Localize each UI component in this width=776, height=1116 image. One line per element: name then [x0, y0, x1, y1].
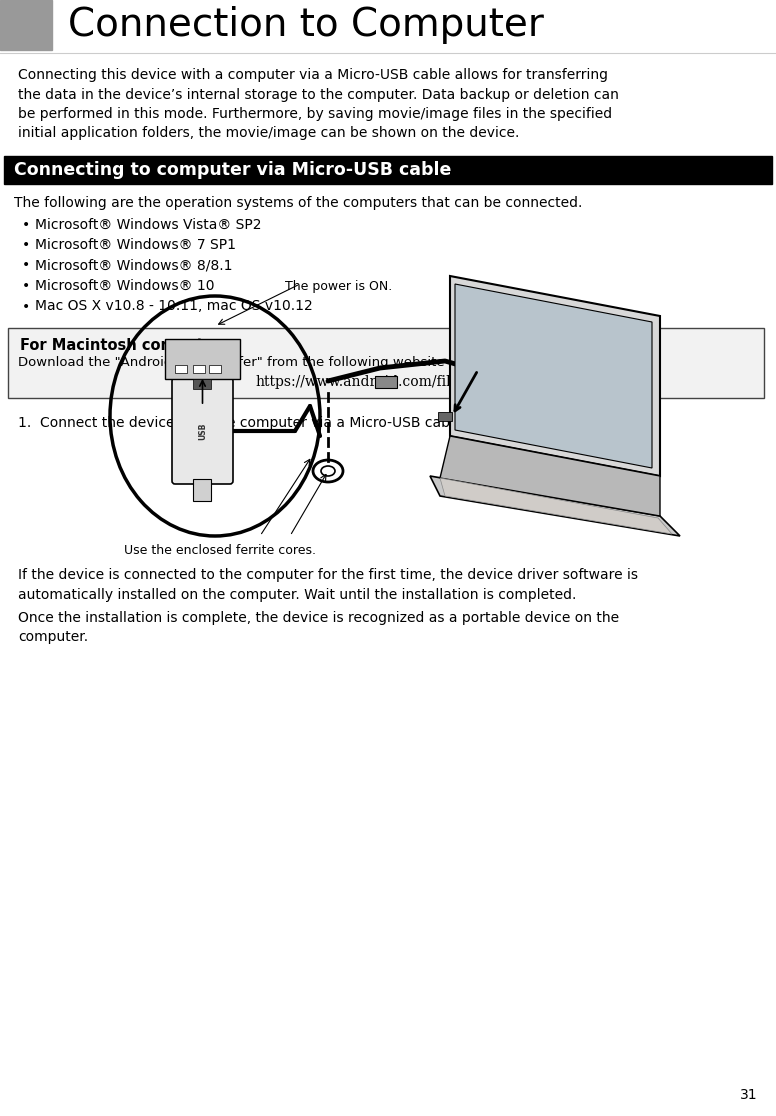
Bar	[193, 479, 211, 501]
Text: 31: 31	[740, 1088, 758, 1101]
Bar	[0, 0, 52, 50]
Text: Use the enclosed ferrite cores.: Use the enclosed ferrite cores.	[124, 543, 316, 557]
Text: For Macintosh computers,: For Macintosh computers,	[20, 338, 235, 353]
Text: •: •	[22, 259, 30, 272]
Text: USB: USB	[198, 422, 207, 440]
Bar	[165, 339, 240, 379]
FancyBboxPatch shape	[172, 378, 233, 484]
Polygon shape	[430, 477, 680, 536]
Text: Once the installation is complete, the device is recognized as a portable device: Once the installation is complete, the d…	[18, 610, 619, 625]
Text: Microsoft® Windows® 8/8.1: Microsoft® Windows® 8/8.1	[35, 259, 233, 272]
Polygon shape	[440, 478, 672, 533]
Text: Connecting to computer via Micro-USB cable: Connecting to computer via Micro-USB cab…	[14, 161, 452, 179]
Text: The following are the operation systems of the computers that can be connected.: The following are the operation systems …	[14, 196, 582, 210]
Text: https://www.android.com/filetransfer/: https://www.android.com/filetransfer/	[255, 375, 521, 389]
Text: The power is ON.: The power is ON.	[285, 280, 392, 294]
Text: •: •	[22, 279, 30, 294]
Text: Microsoft® Windows® 7 SP1: Microsoft® Windows® 7 SP1	[35, 238, 236, 252]
Text: Microsoft® Windows® 10: Microsoft® Windows® 10	[35, 279, 214, 294]
Text: Connecting this device with a computer via a Micro-USB cable allows for transfer: Connecting this device with a computer v…	[18, 68, 608, 81]
Text: Download the "Android File Transfer" from the following website and install it t: Download the "Android File Transfer" fro…	[18, 356, 647, 369]
Ellipse shape	[321, 466, 335, 477]
Bar	[193, 379, 211, 389]
Text: the data in the device’s internal storage to the computer. Data backup or deleti: the data in the device’s internal storag…	[18, 87, 619, 102]
Text: •: •	[22, 238, 30, 252]
Text: automatically installed on the computer. Wait until the installation is complete: automatically installed on the computer.…	[18, 587, 577, 602]
Text: Microsoft® Windows Vista® SP2: Microsoft® Windows Vista® SP2	[35, 218, 262, 231]
Text: initial application folders, the movie/image can be shown on the device.: initial application folders, the movie/i…	[18, 126, 519, 141]
Text: computer.: computer.	[18, 631, 88, 645]
Text: Mac OS X v10.8 - 10.11, mac OS v10.12: Mac OS X v10.8 - 10.11, mac OS v10.12	[35, 299, 313, 314]
Bar	[438, 412, 452, 421]
Polygon shape	[455, 283, 652, 468]
Bar	[209, 365, 221, 373]
Bar	[175, 365, 187, 373]
Bar	[8, 328, 764, 398]
Text: 1.  Connect the device with the computer via a Micro-USB cable (when the device : 1. Connect the device with the computer …	[18, 416, 638, 430]
Polygon shape	[450, 276, 660, 477]
Bar	[4, 156, 772, 184]
Text: be performed in this mode. Furthermore, by saving movie/image files in the speci: be performed in this mode. Furthermore, …	[18, 107, 612, 121]
Text: •: •	[22, 218, 30, 231]
Text: If the device is connected to the computer for the first time, the device driver: If the device is connected to the comput…	[18, 568, 638, 583]
Bar	[193, 365, 205, 373]
Text: Connection to Computer: Connection to Computer	[68, 6, 544, 44]
Text: •: •	[22, 299, 30, 314]
Polygon shape	[440, 436, 660, 516]
Bar	[375, 376, 397, 388]
